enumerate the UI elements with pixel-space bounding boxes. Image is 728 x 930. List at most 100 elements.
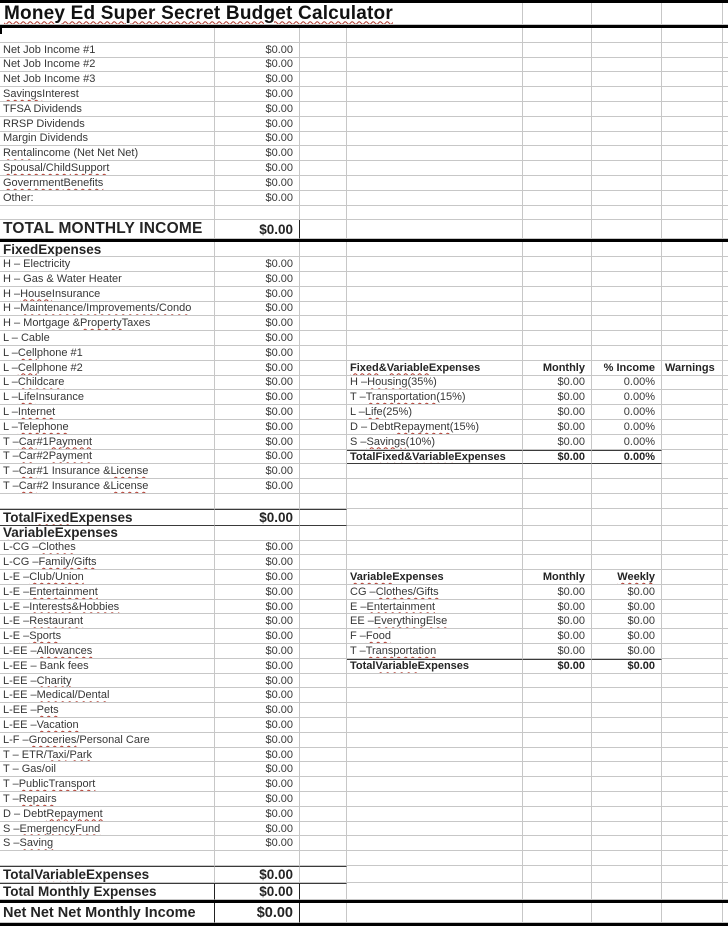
variable-expense-value[interactable]: $0.00	[215, 540, 300, 556]
ratio-row-pct[interactable]: 0.00%	[592, 405, 662, 420]
cell[interactable]	[523, 316, 592, 332]
cell[interactable]	[723, 331, 728, 346]
cell[interactable]	[300, 286, 347, 302]
cell[interactable]	[300, 87, 347, 102]
cell[interactable]	[347, 286, 523, 302]
cell[interactable]	[300, 360, 347, 376]
cell[interactable]	[300, 883, 347, 901]
cell[interactable]	[662, 375, 723, 391]
cell[interactable]	[347, 271, 523, 287]
variable-expense-value[interactable]: $0.00	[215, 762, 300, 778]
income-value[interactable]: $0.00	[215, 72, 300, 88]
ratio-row-monthly[interactable]: $0.00	[523, 375, 592, 391]
cell[interactable]	[215, 851, 300, 867]
cell[interactable]	[523, 87, 592, 102]
cell[interactable]	[662, 851, 723, 867]
cell[interactable]	[523, 242, 592, 258]
income-value[interactable]: $0.00	[215, 42, 300, 58]
cell[interactable]	[523, 220, 592, 240]
cell[interactable]	[592, 762, 662, 778]
cell[interactable]	[523, 131, 592, 147]
cell[interactable]	[523, 493, 592, 509]
cell[interactable]	[662, 806, 723, 822]
ratio-total-pct[interactable]: 0.00%	[592, 449, 662, 465]
cell[interactable]	[662, 866, 723, 884]
total-fixed-expenses-value[interactable]: $0.00	[215, 508, 300, 526]
cell[interactable]	[347, 72, 523, 88]
cell[interactable]	[300, 570, 347, 585]
cell[interactable]	[662, 116, 723, 132]
cell[interactable]	[300, 903, 347, 924]
fixed-expense-label[interactable]: T – Car #1 Insurance & License	[0, 464, 215, 480]
variable-expense-value[interactable]: $0.00	[215, 821, 300, 837]
cell[interactable]	[300, 747, 347, 763]
cell[interactable]	[347, 146, 523, 162]
cell[interactable]	[723, 191, 728, 206]
income-value[interactable]: $0.00	[215, 101, 300, 117]
cell[interactable]	[347, 762, 523, 778]
cell[interactable]	[347, 747, 523, 763]
ratio-total-label[interactable]: Total Fixed & Variable Expenses	[347, 449, 523, 465]
cell[interactable]	[662, 316, 723, 332]
cell[interactable]	[300, 345, 347, 361]
income-label[interactable]: Net Job Income #2	[0, 57, 215, 73]
cell[interactable]	[723, 87, 728, 102]
fixed-expense-value[interactable]: $0.00	[215, 434, 300, 450]
cell[interactable]	[592, 718, 662, 733]
weekly-row-weekly[interactable]: $0.00	[592, 584, 662, 600]
cell[interactable]	[662, 903, 723, 924]
cell[interactable]	[592, 271, 662, 287]
cell[interactable]	[0, 205, 215, 221]
variable-expense-value[interactable]: $0.00	[215, 688, 300, 704]
cell[interactable]	[300, 146, 347, 162]
cell[interactable]	[723, 43, 728, 58]
fixed-expense-label[interactable]: L – Telephone	[0, 419, 215, 435]
cell[interactable]	[300, 555, 347, 571]
cell[interactable]	[592, 146, 662, 162]
fixed-expense-value[interactable]: $0.00	[215, 286, 300, 302]
cell[interactable]	[523, 190, 592, 206]
cell[interactable]	[523, 555, 592, 571]
cell[interactable]	[723, 361, 728, 376]
income-label[interactable]: Savings Interest	[0, 87, 215, 102]
cell[interactable]	[523, 732, 592, 748]
income-label[interactable]: Net Job Income #1	[0, 42, 215, 58]
cell[interactable]	[592, 777, 662, 793]
ratio-row-pct[interactable]: 0.00%	[592, 375, 662, 391]
cell[interactable]	[300, 508, 347, 526]
cell[interactable]	[0, 493, 215, 509]
cell[interactable]	[300, 161, 347, 176]
variable-expense-label[interactable]: T – Gas/oil	[0, 762, 215, 778]
cell[interactable]	[662, 419, 723, 435]
cell[interactable]	[723, 102, 728, 117]
fixed-expense-value[interactable]: $0.00	[215, 405, 300, 420]
variable-expense-value[interactable]: $0.00	[215, 658, 300, 674]
cell[interactable]	[300, 777, 347, 793]
cell[interactable]	[523, 866, 592, 884]
cell[interactable]	[300, 42, 347, 58]
cell[interactable]	[662, 540, 723, 556]
cell[interactable]	[592, 161, 662, 176]
cell[interactable]	[662, 271, 723, 287]
income-label[interactable]: TFSA Dividends	[0, 101, 215, 117]
cell[interactable]	[215, 525, 300, 541]
cell[interactable]	[523, 3, 592, 25]
ratio-row-label[interactable]: L – Life (25%)	[347, 405, 523, 420]
variable-expense-label[interactable]: L-F – Groceries/Personal Care	[0, 732, 215, 748]
cell[interactable]	[300, 242, 347, 258]
cell[interactable]	[723, 316, 728, 332]
cell[interactable]	[523, 464, 592, 480]
cell[interactable]	[723, 718, 728, 733]
cell[interactable]	[723, 494, 728, 509]
cell[interactable]	[723, 435, 728, 450]
cell[interactable]	[592, 316, 662, 332]
cell[interactable]	[662, 493, 723, 509]
cell[interactable]	[523, 792, 592, 807]
cell[interactable]	[662, 331, 723, 346]
cell[interactable]	[215, 28, 300, 43]
cell[interactable]	[523, 836, 592, 852]
variable-expense-label[interactable]: L-CG – Clothes	[0, 540, 215, 556]
variable-expense-label[interactable]: L-E – Interests & Hobbies	[0, 599, 215, 615]
variable-expense-value[interactable]: $0.00	[215, 584, 300, 600]
cell[interactable]	[347, 345, 523, 361]
